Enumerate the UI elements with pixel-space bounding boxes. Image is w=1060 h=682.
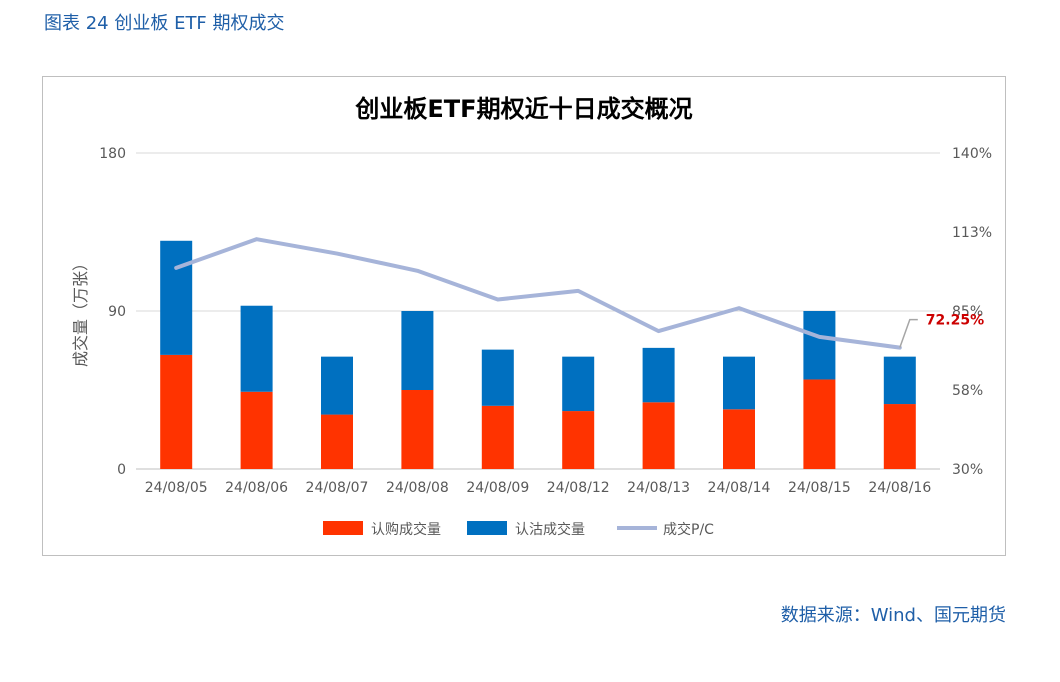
legend-swatch — [467, 521, 507, 535]
annotation-label: 72.25% — [926, 313, 984, 329]
y2-tick-label: 30% — [952, 462, 983, 478]
legend-label: 认沽成交量 — [515, 521, 585, 538]
bar-call — [401, 390, 434, 469]
bar-put — [803, 311, 836, 380]
x-tick-label: 24/08/13 — [627, 480, 690, 496]
bar-call — [562, 411, 595, 469]
bar-call — [723, 409, 755, 469]
y-tick-label: 0 — [117, 462, 126, 478]
right-axis-ticks: 30% 58% 85% 113% 140% — [952, 146, 992, 478]
chart-title: 创业板ETF期权近十日成交概况 — [354, 95, 692, 123]
bar-call — [803, 379, 836, 469]
y2-tick-label: 85% — [952, 304, 983, 320]
x-tick-label: 24/08/15 — [788, 480, 851, 496]
bars-group — [160, 240, 916, 469]
x-tick-label: 24/08/14 — [708, 480, 771, 496]
bar-put — [883, 356, 916, 405]
source-note: 数据来源：Wind、国元期货 — [780, 605, 1006, 626]
bar-put — [562, 356, 595, 412]
x-tick-label: 24/08/05 — [145, 480, 208, 496]
pc-line — [174, 237, 902, 350]
bar-put — [401, 311, 434, 390]
legend-swatch — [323, 521, 363, 535]
figure-caption: 图表 24 创业板 ETF 期权成交 — [44, 13, 285, 34]
bar-call — [481, 405, 514, 469]
x-axis-ticks: 24/08/05 24/08/06 24/08/07 24/08/08 24/08/09… — [145, 480, 932, 496]
bar-put — [481, 349, 514, 406]
x-tick-label: 24/08/07 — [306, 480, 369, 496]
annotation-group: 72.25% — [899, 313, 984, 348]
bar-put — [160, 240, 193, 355]
bar-call — [883, 404, 916, 469]
x-tick-label: 24/08/12 — [547, 480, 610, 496]
legend: 认购成交量 认沽成交量 成交P/C — [323, 521, 714, 538]
x-tick-label: 24/08/08 — [386, 480, 449, 496]
bar-call — [321, 414, 353, 469]
annotation-leader — [899, 318, 918, 348]
x-tick-label: 24/08/16 — [868, 480, 931, 496]
bar-call — [240, 391, 273, 469]
bar-call — [642, 402, 675, 469]
bar-put — [240, 305, 273, 392]
left-axis-ticks: 0 90 180 — [99, 146, 126, 478]
bar-put — [723, 356, 755, 410]
y2-tick-label: 58% — [952, 383, 983, 399]
y-tick-label: 180 — [99, 146, 126, 162]
bar-call — [160, 354, 193, 469]
bar-put — [321, 356, 353, 415]
bar-put — [642, 347, 675, 403]
y-axis-label: 成交量（万张） — [71, 255, 90, 367]
y2-tick-label: 113% — [952, 225, 992, 241]
legend-label: 成交P/C — [663, 521, 714, 538]
y2-tick-label: 140% — [952, 146, 992, 162]
legend-label: 认购成交量 — [371, 521, 441, 538]
x-tick-label: 24/08/09 — [466, 480, 529, 496]
pc-line-group — [174, 237, 902, 350]
chart-frame — [42, 76, 1006, 556]
y-tick-label: 90 — [108, 304, 126, 320]
x-tick-label: 24/08/06 — [225, 480, 288, 496]
